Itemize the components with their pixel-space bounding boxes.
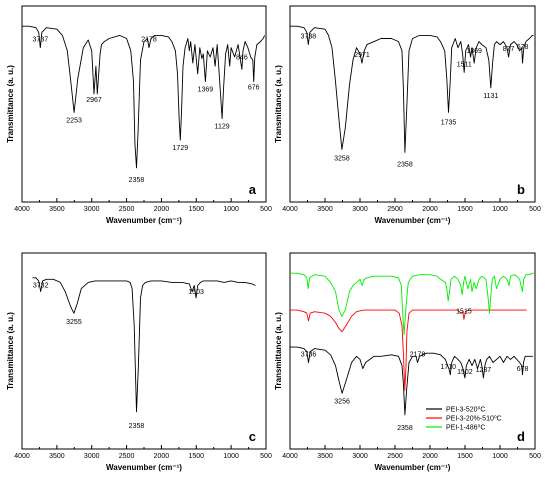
peak-label: 1515: [456, 308, 472, 315]
peak-label: 3255: [66, 319, 82, 326]
panel-label: d: [517, 429, 525, 444]
peak-label: 1729: [173, 145, 189, 152]
x-tick-label: 500: [529, 206, 541, 213]
x-tick-label: 1000: [223, 453, 239, 460]
x-tick-label: 3500: [317, 453, 333, 460]
x-tick-label: 1000: [492, 453, 508, 460]
plot-frame: [289, 5, 536, 203]
panel-label: c: [249, 429, 256, 444]
x-tick-label: 1500: [188, 206, 204, 213]
peak-label: 3256: [334, 398, 350, 405]
peak-label: 2358: [397, 425, 413, 432]
x-tick-label: 2000: [422, 453, 438, 460]
panel-d: 4000 3500 3000 2500 2000 1500 1000 500 Wavenumbe…: [274, 252, 541, 472]
plot-frame: [21, 5, 267, 203]
panel-label: a: [249, 182, 257, 197]
panel-c: 4000 3500 3000 2500 2000 1500 1000 500 Wavenumbe…: [6, 252, 272, 472]
x-tick-label: 500: [260, 453, 272, 460]
x-tick-label: 2500: [119, 453, 135, 460]
peak-label: 1511: [457, 61, 472, 68]
panel-label: b: [517, 182, 525, 197]
y-axis-label: Transmittance (a. u.): [6, 65, 15, 143]
series-line-pei-3-20-510-c: [290, 309, 527, 391]
peak-label: 2967: [86, 97, 102, 104]
peak-label: 678: [517, 366, 529, 373]
peak-label: 3736: [301, 351, 317, 358]
x-axis-label: Wavenumber (cm⁻¹): [375, 463, 451, 472]
peak-label: 2358: [129, 423, 145, 430]
x-axis-label: Wavenumber (cm⁻¹): [375, 216, 451, 225]
x-tick-label: 3000: [352, 206, 368, 213]
legend-label: PEI-3-20%-510⁰C: [446, 415, 502, 423]
peak-label: 1735: [441, 119, 457, 126]
x-tick-label: 2000: [154, 453, 170, 460]
x-tick-label: 1000: [223, 206, 239, 213]
peak-label: 2358: [129, 177, 145, 184]
x-tick-label: 2500: [119, 206, 135, 213]
peak-label: 1502: [457, 369, 473, 376]
peak-label: 877: [503, 46, 515, 53]
series-line-0: [32, 277, 256, 413]
x-tick-label: 3500: [317, 206, 333, 213]
series-line-0: [22, 25, 266, 169]
x-axis-label: Wavenumber (cm⁻¹): [106, 463, 182, 472]
peak-label: 1369: [198, 87, 214, 94]
x-tick-label: 2000: [154, 206, 170, 213]
y-axis-label: Transmittance (a. u.): [274, 65, 283, 143]
x-tick-label: 1000: [492, 206, 508, 213]
peak-label: 676: [248, 85, 260, 92]
x-tick-label: 2500: [387, 206, 403, 213]
peak-label: 1131: [483, 93, 498, 100]
x-tick-label: 3000: [352, 453, 368, 460]
x-tick-label: 3500: [49, 206, 65, 213]
peak-label: 1503: [188, 289, 204, 296]
peak-label: 1710: [441, 364, 457, 371]
x-tick-label: 3000: [84, 206, 100, 213]
series-line-0: [290, 25, 534, 153]
x-tick-label: 4000: [282, 206, 298, 213]
peak-label: 1237: [476, 367, 492, 374]
peak-label: 2178: [141, 37, 157, 44]
y-axis-label: Transmittance (a. u.): [6, 312, 15, 390]
x-tick-label: 500: [260, 206, 272, 213]
x-tick-label: 1500: [457, 206, 473, 213]
panel-b: 4000 3500 3000 2500 2000 1500 1000 500 Wavenumbe…: [274, 5, 541, 225]
peak-label: 2358: [397, 161, 413, 168]
peak-label: 3732: [33, 283, 49, 290]
y-axis-label: Transmittance (a. u.): [274, 312, 283, 390]
peak-label: 1129: [215, 124, 230, 131]
panel-a: 4000 3500 3000 2500 2000 1500 1000 500 Wavenumbe…: [6, 5, 272, 225]
peak-label: 678: [517, 44, 529, 51]
x-tick-label: 2500: [387, 453, 403, 460]
plot-frame: [21, 252, 267, 450]
x-tick-label: 3000: [84, 453, 100, 460]
series-line-pei-3-520-c: [290, 346, 533, 416]
x-axis-label: Wavenumber (cm⁻¹): [106, 216, 182, 225]
peak-label: 3258: [334, 155, 350, 162]
peak-label: 3737: [33, 37, 49, 44]
x-tick-label: 500: [529, 453, 541, 460]
peak-label: 1369: [466, 48, 482, 55]
x-tick-label: 3500: [49, 453, 65, 460]
peak-label: 2178: [410, 351, 426, 358]
x-tick-label: 1500: [188, 453, 204, 460]
peak-label: 2253: [66, 117, 82, 124]
peak-label: 846: [236, 54, 248, 61]
x-tick-label: 4000: [282, 453, 298, 460]
x-tick-label: 4000: [14, 453, 30, 460]
series-line-pei-1-486-c: [290, 272, 534, 336]
x-tick-label: 1500: [457, 453, 473, 460]
x-tick-label: 4000: [14, 206, 30, 213]
legend-label: PEI-1-486⁰C: [446, 424, 485, 432]
peak-label: 3738: [301, 34, 317, 41]
peak-label: 2971: [354, 52, 370, 59]
legend-label: PEI-3-520⁰C: [446, 406, 485, 414]
x-tick-label: 2000: [422, 206, 438, 213]
